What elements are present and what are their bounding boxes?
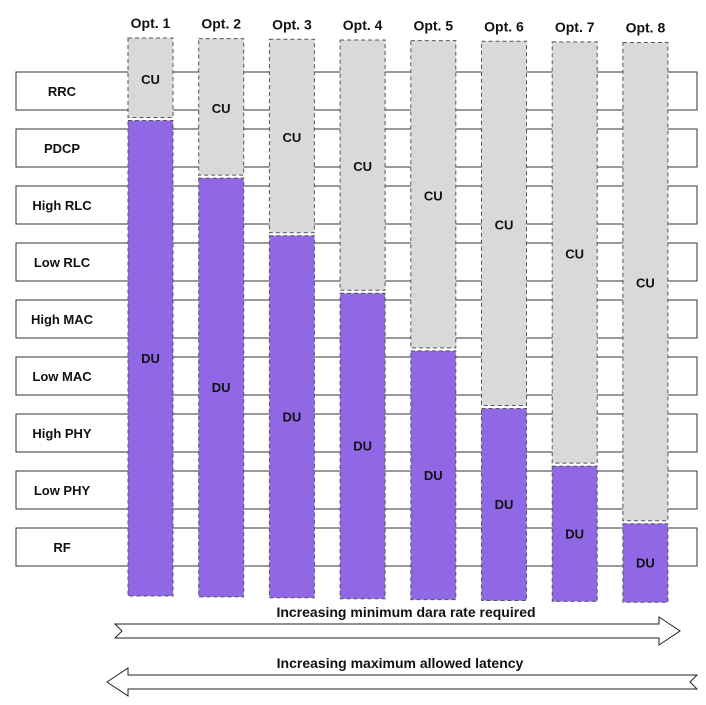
split-option: Opt. 3 CU DU	[268, 16, 315, 599]
layer-label: Low RLC	[34, 255, 91, 270]
right-arrow-shape	[113, 616, 681, 646]
cu-label: CU	[424, 188, 443, 203]
du-label: DU	[283, 409, 302, 424]
cu-segment	[481, 40, 527, 406]
du-segment	[198, 177, 245, 598]
cu-label: CU	[353, 159, 372, 174]
split-option: Opt. 8 CU DU	[622, 20, 669, 603]
option-label: Opt. 2	[201, 16, 241, 32]
left-arrow-shape	[106, 667, 699, 697]
split-option: Opt. 2 CU DU	[198, 16, 245, 598]
cu-segment	[622, 42, 669, 522]
du-segment	[339, 292, 386, 600]
split-option-columns: Opt. 1 CU DU Opt. 2 CU DU Opt. 3 CU DU Opt. 4 CU DU…	[127, 15, 669, 603]
option-label: Opt. 6	[484, 18, 524, 34]
du-segment	[268, 235, 315, 599]
cu-label: CU	[495, 217, 514, 232]
split-option: Opt. 1 CU DU	[127, 15, 174, 597]
option-label: Opt. 1	[131, 15, 171, 31]
du-label: DU	[141, 351, 160, 366]
cu-label: CU	[565, 247, 584, 262]
layer-label: High RLC	[32, 198, 92, 213]
layer-label: RRC	[48, 84, 77, 99]
cu-label: CU	[141, 72, 160, 87]
option-label: Opt. 5	[413, 18, 453, 34]
cu-segment	[410, 40, 457, 349]
option-label: Opt. 4	[343, 17, 383, 33]
du-segment	[622, 523, 669, 603]
cu-segment	[268, 38, 315, 234]
layer-label: Low PHY	[34, 483, 91, 498]
cu-label: CU	[283, 130, 302, 145]
left-arrow-label: Increasing maximum allowed latency	[277, 655, 524, 671]
cu-segment	[127, 37, 174, 118]
cu-label: CU	[636, 276, 655, 291]
du-label: DU	[565, 526, 584, 541]
layer-label: PDCP	[44, 141, 80, 156]
option-label: Opt. 3	[272, 16, 312, 32]
du-label: DU	[212, 380, 231, 395]
cu-segment	[339, 39, 386, 291]
cu-segment	[198, 38, 245, 176]
du-label: DU	[636, 556, 655, 571]
layer-label: High PHY	[32, 426, 92, 441]
cu-label: CU	[212, 101, 231, 116]
du-label: DU	[424, 468, 443, 483]
du-segment	[410, 350, 457, 601]
du-segment	[127, 120, 174, 597]
layer-label: RF	[53, 540, 70, 555]
du-label: DU	[495, 497, 514, 512]
left-arrow: Increasing maximum allowed latency	[106, 655, 699, 697]
du-label: DU	[353, 439, 372, 454]
right-arrow-label: Increasing minimum dara rate required	[276, 604, 535, 620]
split-option: Opt. 4 CU DU	[339, 17, 386, 600]
layer-label: High MAC	[31, 312, 94, 327]
split-option: Opt. 6 CU DU	[481, 18, 527, 601]
cu-segment	[551, 41, 598, 464]
du-segment	[551, 465, 598, 602]
option-label: Opt. 7	[555, 19, 595, 35]
du-segment	[481, 408, 527, 601]
layer-label: Low MAC	[32, 369, 92, 384]
split-option: Opt. 7 CU DU	[551, 19, 598, 602]
right-arrow: Increasing minimum dara rate required	[113, 604, 681, 646]
option-label: Opt. 8	[626, 20, 666, 36]
split-option: Opt. 5 CU DU	[410, 18, 457, 601]
